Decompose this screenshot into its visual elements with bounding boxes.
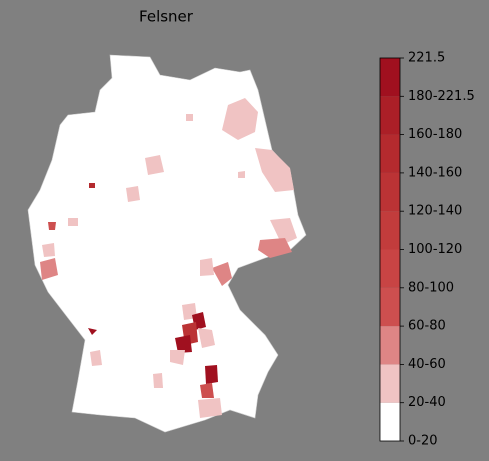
colorbar-segment bbox=[380, 249, 400, 288]
region bbox=[222, 98, 258, 140]
colorbar-segment bbox=[380, 134, 400, 173]
region bbox=[145, 155, 164, 175]
colorbar-label: 100-120 bbox=[408, 242, 462, 257]
region bbox=[88, 328, 97, 335]
colorbar-segment bbox=[380, 172, 400, 212]
colorbar-label: 0-20 bbox=[408, 434, 438, 449]
colorbar-label: 40-60 bbox=[408, 357, 446, 372]
region bbox=[200, 258, 214, 276]
region bbox=[212, 262, 232, 286]
region bbox=[153, 373, 163, 388]
colorbar-segment bbox=[380, 58, 400, 97]
colorbar-label: 140-160 bbox=[408, 165, 462, 180]
region bbox=[186, 114, 193, 121]
germany-map bbox=[27, 54, 307, 433]
map-title: Felsner bbox=[139, 8, 194, 26]
colorbar-label: 60-80 bbox=[408, 319, 446, 334]
colorbar-segment bbox=[380, 211, 400, 250]
region bbox=[89, 183, 95, 188]
region bbox=[48, 222, 56, 230]
colorbar: 0-20 20-40 40-60 60-80 80-100 100-120 120-140 1… bbox=[379, 51, 475, 449]
country-outline bbox=[27, 54, 307, 433]
region bbox=[175, 335, 192, 353]
region bbox=[205, 365, 218, 384]
colorbar-segment bbox=[380, 326, 400, 365]
region bbox=[270, 218, 297, 245]
region bbox=[126, 186, 140, 202]
region bbox=[40, 258, 58, 280]
region bbox=[90, 350, 102, 366]
colorbar-segment bbox=[380, 287, 400, 327]
region-highlights bbox=[40, 98, 297, 418]
colorbar-label: 120-140 bbox=[408, 204, 462, 219]
colorbar-label: 221.5 bbox=[408, 51, 445, 66]
region bbox=[68, 218, 78, 226]
colorbar-segment bbox=[380, 364, 400, 403]
region bbox=[200, 383, 214, 398]
region bbox=[255, 148, 294, 192]
region bbox=[258, 238, 292, 258]
region bbox=[170, 350, 185, 365]
region bbox=[238, 171, 245, 178]
region bbox=[198, 398, 222, 418]
colorbar-label: 180-221.5 bbox=[408, 89, 475, 104]
region bbox=[198, 328, 215, 348]
colorbar-label: 80-100 bbox=[408, 280, 454, 295]
region bbox=[42, 243, 55, 257]
colorbar-label: 20-40 bbox=[408, 395, 446, 410]
colorbar-segment bbox=[380, 402, 400, 441]
colorbar-segment bbox=[380, 96, 400, 135]
colorbar-label: 160-180 bbox=[408, 127, 462, 142]
